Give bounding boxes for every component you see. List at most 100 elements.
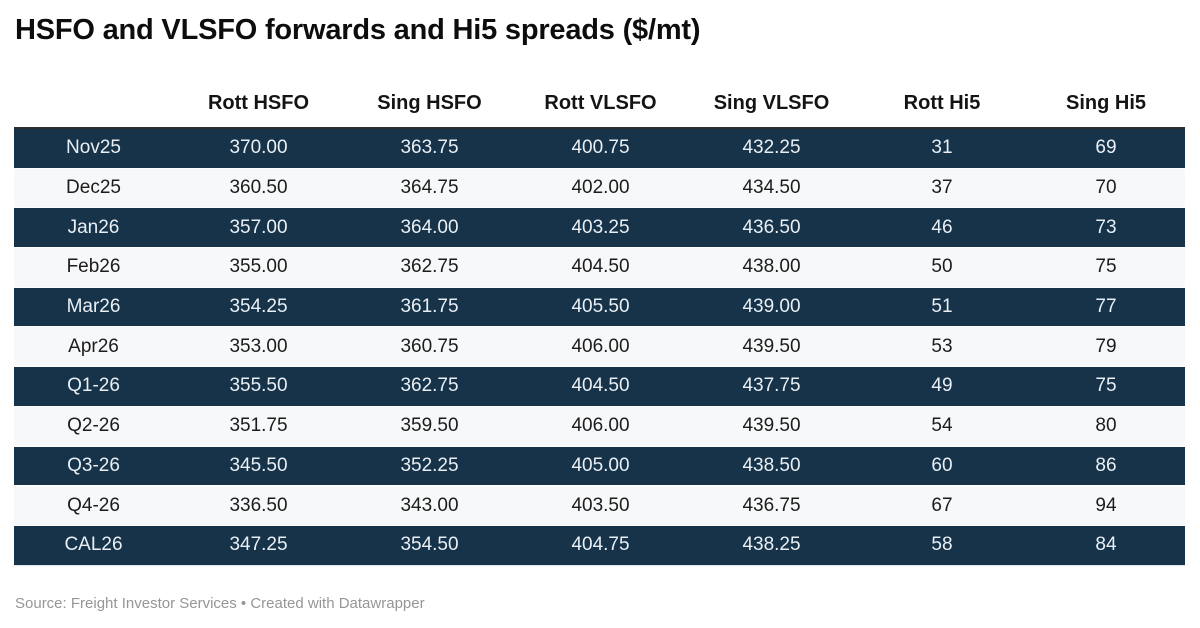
cell: 436.50 xyxy=(686,207,857,248)
table-row: Feb26 355.00 362.75 404.50 438.00 50 75 xyxy=(14,247,1185,288)
cell: 355.50 xyxy=(173,366,344,407)
cell: 345.50 xyxy=(173,446,344,486)
cell: 94 xyxy=(1027,485,1185,526)
row-label: Jan26 xyxy=(14,207,173,248)
cell: 362.75 xyxy=(344,247,515,288)
cell: 406.00 xyxy=(515,406,686,446)
cell: 53 xyxy=(857,326,1027,367)
cell: 351.75 xyxy=(173,406,344,446)
column-header-rott-hi5: Rott Hi5 xyxy=(857,47,1027,129)
cell: 31 xyxy=(857,128,1027,169)
cell: 402.00 xyxy=(515,168,686,208)
row-label: Q2-26 xyxy=(14,406,173,446)
table-row: Jan26 357.00 364.00 403.25 436.50 46 73 xyxy=(14,207,1185,248)
cell: 80 xyxy=(1027,406,1185,446)
cell: 69 xyxy=(1027,128,1185,169)
table-container: Rott HSFO Sing HSFO Rott VLSFO Sing VLSFO Ro… xyxy=(14,47,1186,566)
row-label: CAL26 xyxy=(14,525,173,566)
column-header-sing-vlsfo: Sing VLSFO xyxy=(686,47,857,129)
cell: 436.75 xyxy=(686,485,857,526)
cell: 405.50 xyxy=(515,287,686,327)
cell: 404.50 xyxy=(515,366,686,407)
cell: 343.00 xyxy=(344,485,515,526)
forwards-table: Rott HSFO Sing HSFO Rott VLSFO Sing VLSFO Ro… xyxy=(14,47,1185,566)
cell: 439.50 xyxy=(686,326,857,367)
cell: 77 xyxy=(1027,287,1185,327)
cell: 403.50 xyxy=(515,485,686,526)
row-label: Feb26 xyxy=(14,247,173,288)
cell: 75 xyxy=(1027,247,1185,288)
table-row: Q4-26 336.50 343.00 403.50 436.75 67 94 xyxy=(14,485,1185,526)
cell: 67 xyxy=(857,485,1027,526)
table-row: Mar26 354.25 361.75 405.50 439.00 51 77 xyxy=(14,287,1185,327)
cell: 404.50 xyxy=(515,247,686,288)
table-row: Q2-26 351.75 359.50 406.00 439.50 54 80 xyxy=(14,406,1185,446)
cell: 84 xyxy=(1027,525,1185,566)
cell: 73 xyxy=(1027,207,1185,248)
cell: 75 xyxy=(1027,366,1185,407)
cell: 354.50 xyxy=(344,525,515,566)
cell: 439.50 xyxy=(686,406,857,446)
cell: 360.50 xyxy=(173,168,344,208)
column-header-rott-hsfo: Rott HSFO xyxy=(173,47,344,129)
cell: 404.75 xyxy=(515,525,686,566)
table-row: Q3-26 345.50 352.25 405.00 438.50 60 86 xyxy=(14,446,1185,486)
cell: 79 xyxy=(1027,326,1185,367)
cell: 361.75 xyxy=(344,287,515,327)
column-header-period xyxy=(14,47,173,129)
cell: 86 xyxy=(1027,446,1185,486)
row-label: Apr26 xyxy=(14,326,173,367)
row-label: Mar26 xyxy=(14,287,173,327)
cell: 370.00 xyxy=(173,128,344,169)
cell: 70 xyxy=(1027,168,1185,208)
cell: 406.00 xyxy=(515,326,686,367)
header-row: Rott HSFO Sing HSFO Rott VLSFO Sing VLSFO Ro… xyxy=(14,47,1185,129)
row-label: Nov25 xyxy=(14,128,173,169)
cell: 46 xyxy=(857,207,1027,248)
cell: 353.00 xyxy=(173,326,344,367)
cell: 432.25 xyxy=(686,128,857,169)
cell: 37 xyxy=(857,168,1027,208)
cell: 347.25 xyxy=(173,525,344,566)
table-row: Nov25 370.00 363.75 400.75 432.25 31 69 xyxy=(14,128,1185,169)
cell: 439.00 xyxy=(686,287,857,327)
table-body: Nov25 370.00 363.75 400.75 432.25 31 69 Dec25 36… xyxy=(14,128,1185,566)
cell: 58 xyxy=(857,525,1027,566)
row-label: Q3-26 xyxy=(14,446,173,486)
table-row: Apr26 353.00 360.75 406.00 439.50 53 79 xyxy=(14,326,1185,367)
cell: 354.25 xyxy=(173,287,344,327)
cell: 49 xyxy=(857,366,1027,407)
table-row: CAL26 347.25 354.50 404.75 438.25 58 84 xyxy=(14,525,1185,566)
cell: 360.75 xyxy=(344,326,515,367)
cell: 400.75 xyxy=(515,128,686,169)
cell: 405.00 xyxy=(515,446,686,486)
cell: 54 xyxy=(857,406,1027,446)
cell: 364.75 xyxy=(344,168,515,208)
cell: 355.00 xyxy=(173,247,344,288)
cell: 438.50 xyxy=(686,446,857,486)
row-label: Dec25 xyxy=(14,168,173,208)
cell: 438.25 xyxy=(686,525,857,566)
row-label: Q4-26 xyxy=(14,485,173,526)
cell: 51 xyxy=(857,287,1027,327)
table-row: Dec25 360.50 364.75 402.00 434.50 37 70 xyxy=(14,168,1185,208)
cell: 359.50 xyxy=(344,406,515,446)
cell: 434.50 xyxy=(686,168,857,208)
cell: 352.25 xyxy=(344,446,515,486)
column-header-sing-hsfo: Sing HSFO xyxy=(344,47,515,129)
cell: 438.00 xyxy=(686,247,857,288)
column-header-rott-vlsfo: Rott VLSFO xyxy=(515,47,686,129)
column-header-sing-hi5: Sing Hi5 xyxy=(1027,47,1185,129)
cell: 363.75 xyxy=(344,128,515,169)
cell: 437.75 xyxy=(686,366,857,407)
table-header: Rott HSFO Sing HSFO Rott VLSFO Sing VLSFO Ro… xyxy=(14,47,1185,129)
cell: 336.50 xyxy=(173,485,344,526)
cell: 362.75 xyxy=(344,366,515,407)
page-title: HSFO and VLSFO forwards and Hi5 spreads … xyxy=(15,14,701,46)
cell: 60 xyxy=(857,446,1027,486)
cell: 357.00 xyxy=(173,207,344,248)
row-label: Q1-26 xyxy=(14,366,173,407)
table-row: Q1-26 355.50 362.75 404.50 437.75 49 75 xyxy=(14,366,1185,407)
cell: 50 xyxy=(857,247,1027,288)
cell: 364.00 xyxy=(344,207,515,248)
